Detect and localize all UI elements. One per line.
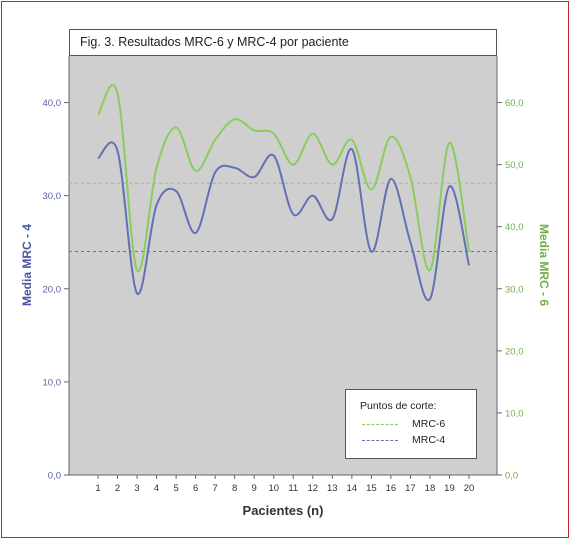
x-tick-label: 3 — [134, 483, 139, 494]
reference-lines — [69, 182, 497, 253]
x-tick-label: 7 — [213, 483, 218, 494]
x-tick-label: 11 — [288, 483, 298, 494]
x-tick-label: 5 — [173, 483, 178, 494]
y-right-tick-label: 20,0 — [505, 346, 524, 357]
x-tick-label: 8 — [232, 483, 237, 494]
legend: Puntos de corte: MRC-6 MRC-4 — [345, 389, 477, 459]
series-line-mrc6 — [97, 84, 470, 273]
x-tick-label: 6 — [193, 483, 198, 494]
y-right-tick-label: 0,0 — [505, 471, 518, 482]
y-right-tick-label: 50,0 — [505, 160, 524, 171]
legend-item-mrc6: MRC-6 — [362, 418, 472, 430]
series-lines — [97, 84, 470, 302]
x-tick-label: 1 — [95, 483, 100, 494]
y-right-tick-label: 10,0 — [505, 408, 524, 419]
y-right-tick-label: 60,0 — [505, 98, 524, 109]
y-axis-right-title: Media MRC - 6 — [537, 224, 551, 306]
legend-item-mrc4: MRC-4 — [362, 434, 472, 446]
x-tick-label: 20 — [464, 483, 475, 494]
x-tick-label: 16 — [386, 483, 397, 494]
x-axis-title: Pacientes (n) — [243, 503, 324, 518]
y-axis-left-title: Media MRC - 4 — [20, 224, 34, 306]
y-left-tick-label: 20,0 — [43, 284, 62, 295]
x-tick-label: 17 — [405, 483, 416, 494]
x-tick-label: 13 — [327, 483, 338, 494]
legend-title: Puntos de corte: — [360, 400, 437, 412]
y-left-tick-label: 30,0 — [43, 191, 62, 202]
x-tick-label: 4 — [154, 483, 159, 494]
x-tick-label: 12 — [308, 483, 319, 494]
x-tick-label: 14 — [347, 483, 358, 494]
legend-swatch-mrc6 — [362, 424, 398, 425]
series-line-mrc4 — [97, 141, 470, 302]
x-tick-label: 18 — [425, 483, 436, 494]
axis-ticks: 0,0 10,0 20,0 30,0 40,0 0,0 10,0 20,0 30,0 40,0 50… — [43, 98, 524, 494]
legend-label-mrc4: MRC-4 — [412, 434, 446, 446]
y-left-tick-label: 10,0 — [43, 377, 62, 388]
x-tick-label: 2 — [115, 483, 120, 494]
y-left-tick-label: 40,0 — [43, 98, 62, 109]
x-tick-label: 19 — [444, 483, 455, 494]
legend-swatch-mrc4 — [362, 440, 398, 441]
y-right-tick-label: 30,0 — [505, 284, 524, 295]
x-tick-label: 9 — [252, 483, 257, 494]
y-left-tick-label: 0,0 — [48, 471, 61, 482]
chart-title-box: Fig. 3. Resultados MRC-6 y MRC-4 por pac… — [69, 29, 497, 56]
y-right-tick-label: 40,0 — [505, 222, 524, 233]
x-tick-label: 15 — [366, 483, 377, 494]
x-tick-label: 10 — [268, 483, 279, 494]
legend-label-mrc6: MRC-6 — [412, 418, 446, 430]
chart-title: Fig. 3. Resultados MRC-6 y MRC-4 por pac… — [80, 35, 349, 49]
